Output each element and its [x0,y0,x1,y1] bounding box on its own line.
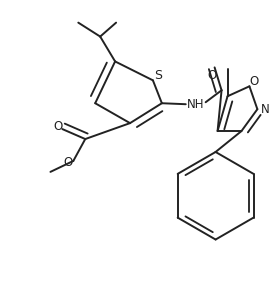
Text: O: O [64,156,73,169]
Text: NH: NH [187,98,205,111]
Text: S: S [154,69,162,82]
Text: O: O [207,69,216,82]
Text: O: O [54,120,63,133]
Text: N: N [261,103,270,116]
Text: O: O [250,75,259,88]
